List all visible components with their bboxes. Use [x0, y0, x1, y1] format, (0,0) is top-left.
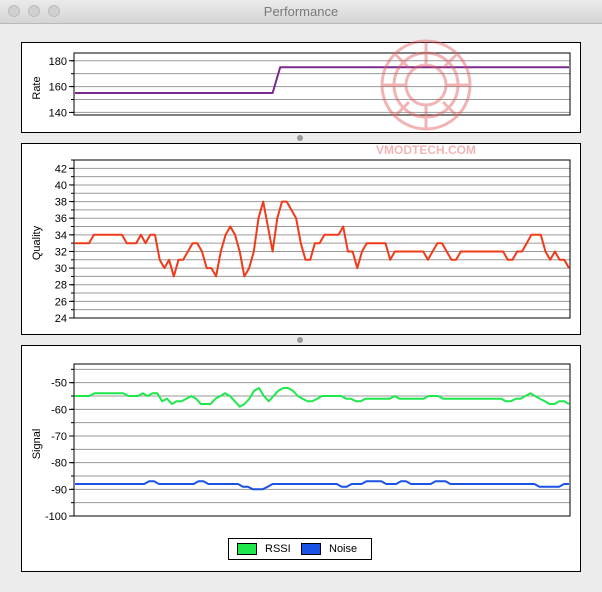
plot-frame [73, 52, 571, 116]
legend-swatch-rssi [237, 543, 257, 555]
zoom-button[interactable] [48, 5, 60, 17]
minimize-button[interactable] [28, 5, 40, 17]
y-tick-label: -100 [45, 511, 67, 523]
close-button[interactable] [8, 5, 20, 17]
quality-chart: 24 26 28 30 32 34 36 38 40 42 Quality [31, 159, 571, 325]
plot-frame [73, 159, 571, 319]
quality-panel: 24 26 28 30 32 34 36 38 40 42 Quality [21, 143, 581, 335]
series-line-rssi [75, 387, 570, 408]
y-tick-label: 34 [55, 230, 67, 242]
legend-swatch-noise [301, 543, 321, 555]
signal-panel: -100 -90 -80 -70 -60 -50 Signal [21, 345, 581, 572]
y-tick-label: -60 [51, 404, 67, 416]
splitter-handle-1[interactable] [297, 135, 303, 141]
y-axis-title: Signal [31, 429, 43, 460]
series-line-rate-0 [75, 66, 569, 94]
y-tick-label: -90 [51, 484, 67, 496]
y-tick-label: 40 [55, 180, 67, 192]
y-tick-label: 180 [49, 56, 67, 68]
y-tick-label: 42 [55, 163, 67, 175]
rate-panel: 140 160 180 Rate [21, 42, 581, 133]
legend-label-rssi: RSSI [265, 543, 291, 555]
y-tick-label: 32 [55, 246, 67, 258]
rate-chart: 140 160 180 Rate [31, 52, 571, 119]
y-tick-label: 24 [55, 313, 67, 325]
chart-legend: RSSI Noise [228, 538, 372, 560]
y-tick-label: -50 [51, 378, 67, 390]
y-tick-label: -80 [51, 458, 67, 470]
y-tick-label: 160 [49, 82, 67, 94]
splitter-handle-2[interactable] [297, 337, 303, 343]
window-title: Performance [263, 4, 339, 19]
series-line-noise [75, 480, 569, 491]
series-line-quality-0 [75, 200, 570, 278]
y-tick-label: 140 [49, 107, 67, 119]
y-tick-label: 28 [55, 280, 67, 292]
plot-frame [73, 363, 571, 517]
y-tick-label: 36 [55, 213, 67, 225]
window-titlebar[interactable]: Performance [0, 0, 602, 24]
y-tick-label: 26 [55, 296, 67, 308]
signal-chart: -100 -90 -80 -70 -60 -50 Signal [31, 363, 571, 523]
legend-label-noise: Noise [329, 543, 358, 555]
y-tick-label: -70 [51, 431, 67, 443]
y-axis-title: Rate [31, 76, 43, 99]
y-tick-label: 38 [55, 197, 67, 209]
y-tick-label: 30 [55, 263, 67, 275]
y-axis-title: Quality [31, 225, 43, 260]
